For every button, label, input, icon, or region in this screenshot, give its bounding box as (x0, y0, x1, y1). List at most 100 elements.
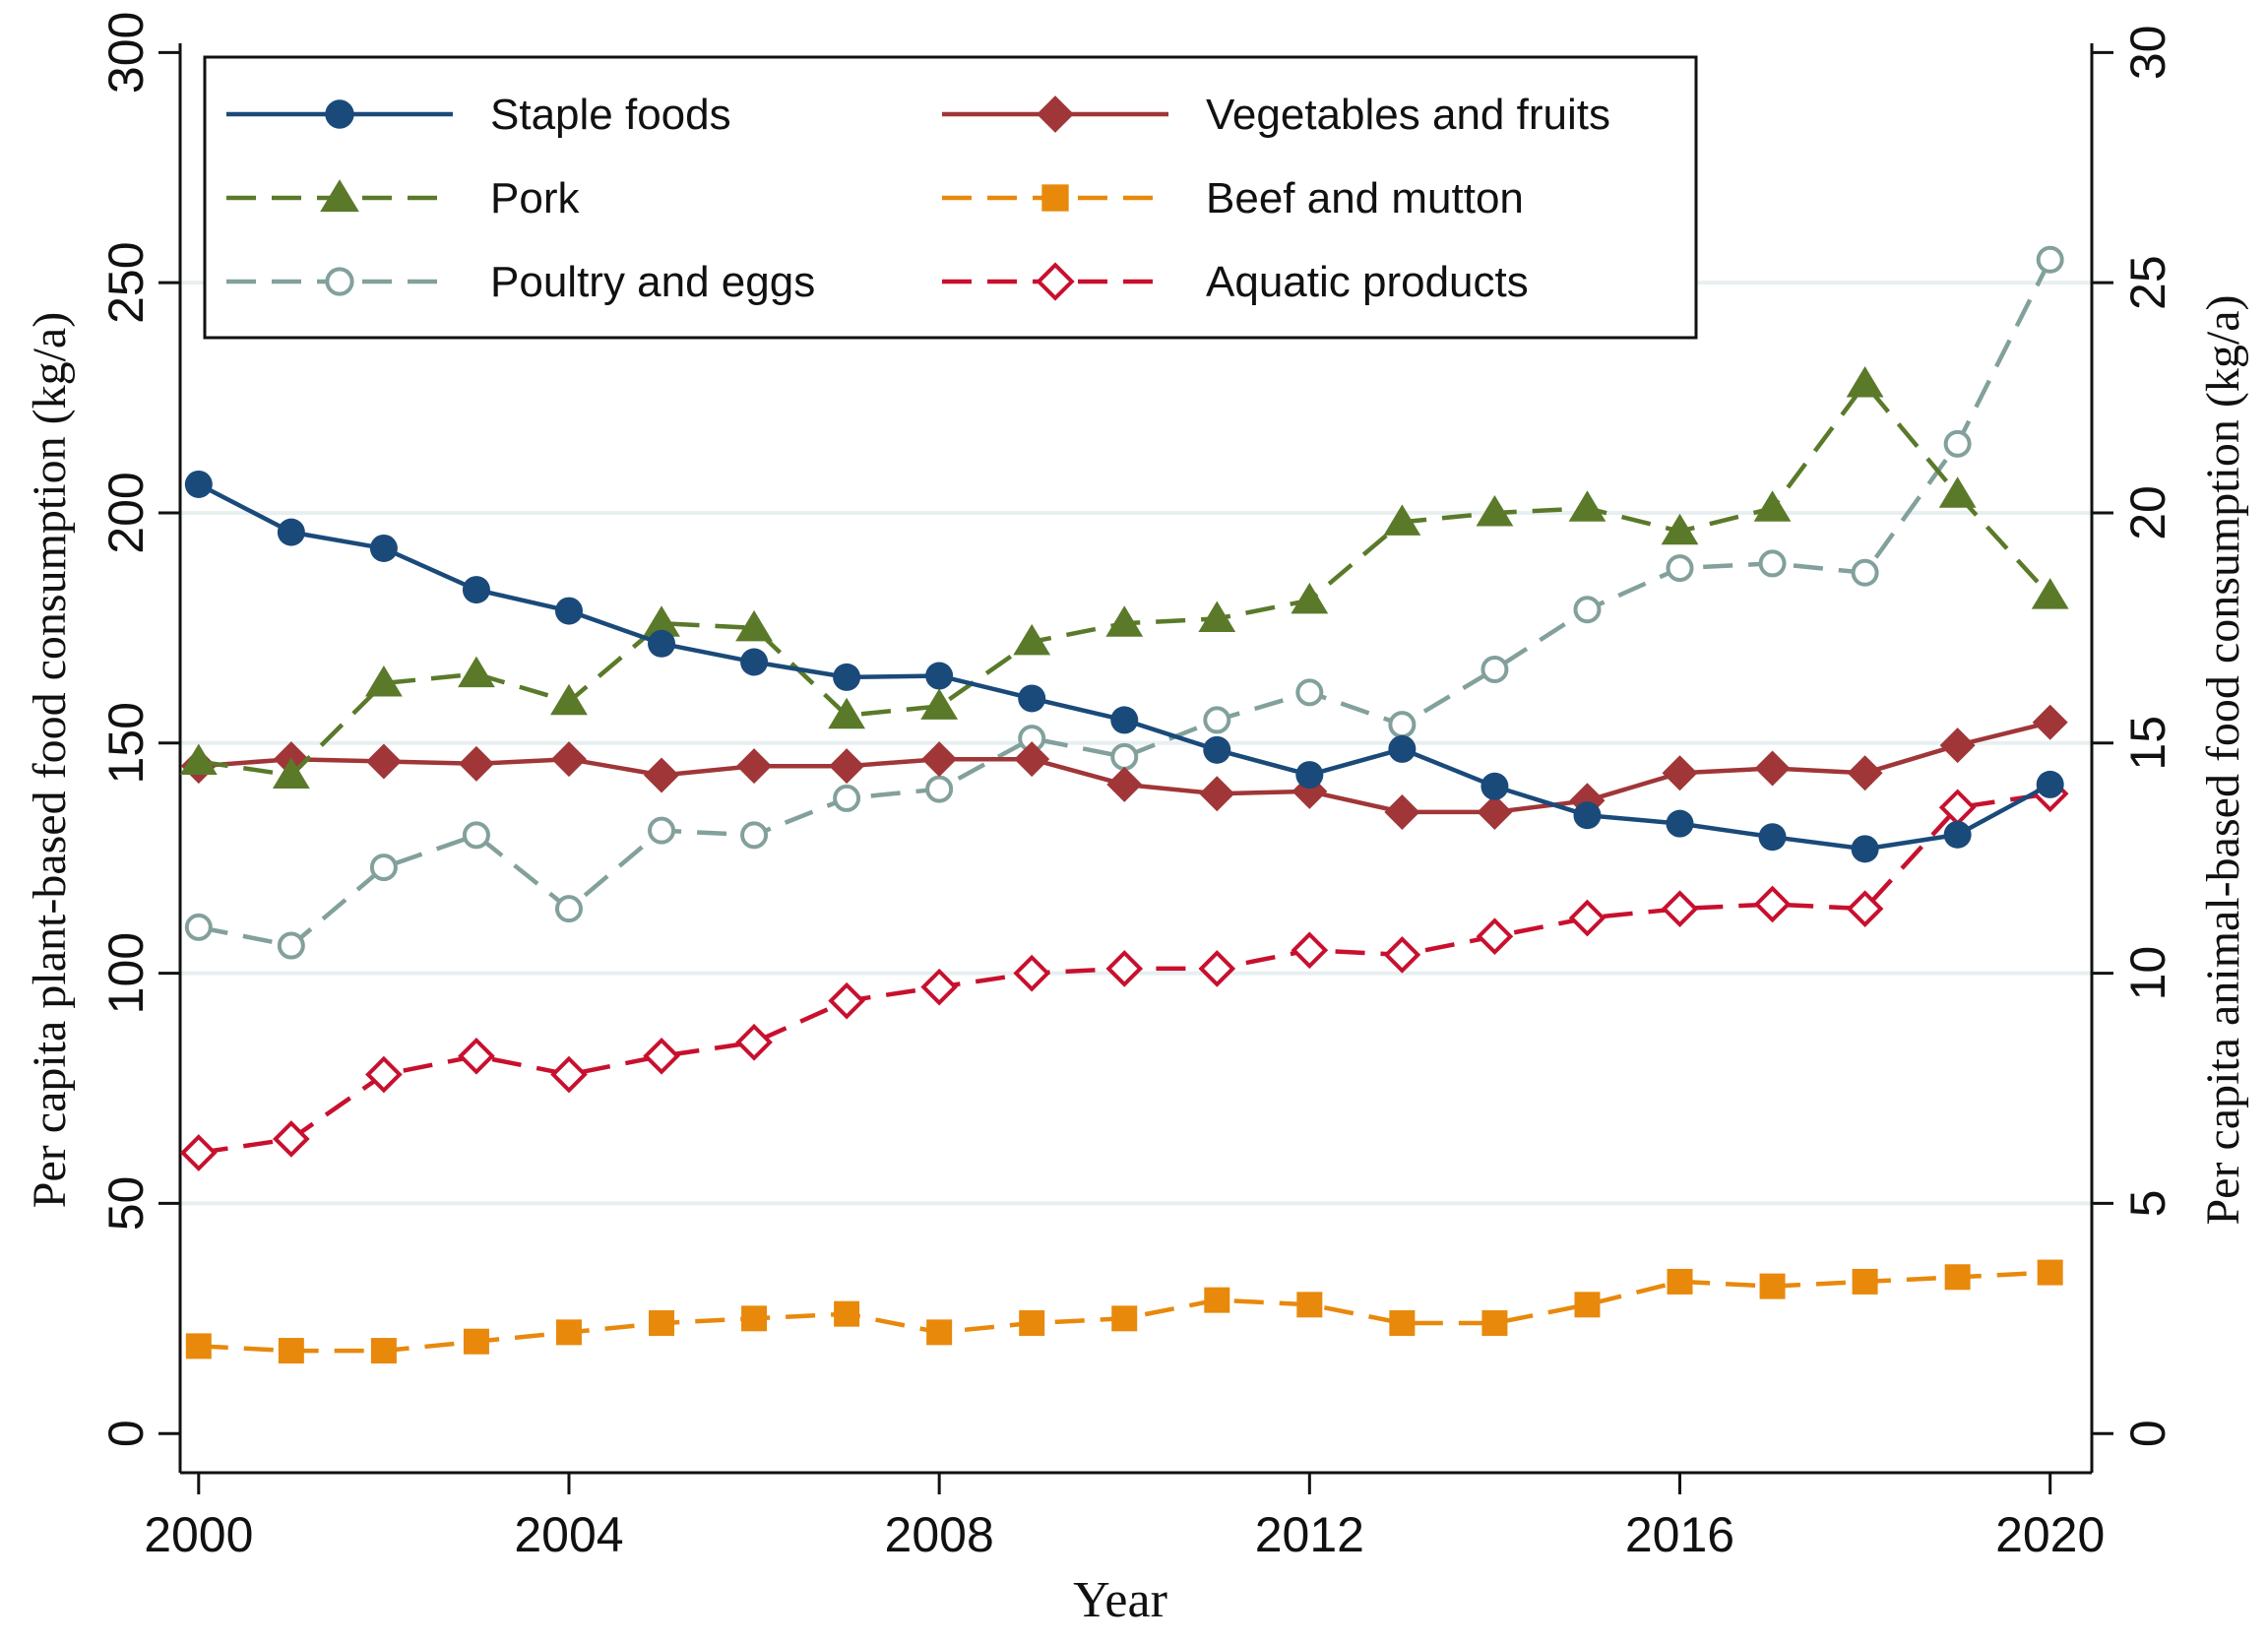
data-point (364, 665, 403, 697)
y-right-tick-label: 0 (2120, 1420, 2175, 1447)
data-point (1851, 558, 1879, 587)
data-point (277, 518, 305, 546)
data-point (463, 1328, 489, 1355)
legend-marker (1041, 184, 1069, 212)
y-right-tick-label: 5 (2120, 1190, 2175, 1218)
data-point (369, 854, 398, 882)
legend-label: Vegetables and fruits (1206, 91, 1610, 139)
data-point (1481, 1310, 1508, 1337)
data-point (277, 931, 305, 960)
legend-marker (325, 267, 354, 296)
data-point (1666, 809, 1694, 838)
data-point (643, 1037, 680, 1075)
data-point (462, 576, 490, 604)
data-point (1568, 490, 1606, 522)
data-point (1574, 1292, 1601, 1318)
data-point (1573, 801, 1602, 830)
data-point (550, 1055, 588, 1094)
legend-item: Beef and mutton (942, 174, 1524, 222)
y-left-tick-label: 50 (98, 1176, 154, 1232)
y-right-tick-label: 10 (2120, 946, 2175, 1001)
data-point (648, 629, 676, 658)
series-poultry-and-eggs (184, 245, 2064, 960)
series-beef-and-mutton (185, 1259, 2063, 1364)
y-axis-right-title: Per capita animal-based food consumption… (2197, 294, 2249, 1225)
y-right-tick-label: 20 (2120, 485, 2175, 540)
data-point (1573, 596, 1602, 624)
data-point (1753, 490, 1792, 522)
series-layer (179, 245, 2069, 1364)
data-point (740, 648, 769, 676)
series-aquatic-products (179, 775, 2069, 1171)
legend: Staple foods Vegetables and fruits Pork Bee… (203, 55, 1698, 340)
axes: 0 50 100 150 200 250 300 0 5 10 15 20 25 30 2000 2004 20… (98, 12, 2175, 1562)
data-point (1383, 936, 1421, 974)
legend-label: Beef and mutton (1206, 174, 1524, 222)
data-point (1758, 549, 1787, 578)
data-point (920, 688, 959, 720)
data-point (1759, 1273, 1786, 1299)
data-point (1568, 899, 1606, 937)
data-point (1203, 706, 1231, 734)
data-point (1480, 655, 1509, 683)
x-tick-label: 2020 (1995, 1507, 2105, 1562)
data-point (1943, 820, 1972, 849)
data-point (1667, 1268, 1693, 1295)
data-point (1661, 890, 1699, 927)
data-point (741, 1305, 768, 1332)
data-point (1291, 582, 1329, 614)
legend-marker (1037, 95, 1074, 133)
x-tick-label: 2008 (885, 1507, 994, 1562)
data-point (1110, 706, 1139, 734)
data-point (1111, 1305, 1138, 1332)
data-point (1198, 950, 1236, 987)
data-point (272, 757, 310, 790)
x-tick-label: 2012 (1255, 1507, 1364, 1562)
legend-item: Aquatic products (942, 258, 1529, 306)
data-point (1944, 1264, 1971, 1291)
data-point (1943, 429, 1972, 458)
data-point (1852, 1268, 1878, 1295)
y-left-tick-label: 0 (98, 1420, 154, 1447)
data-point (828, 697, 866, 729)
data-point (833, 784, 861, 812)
y-axis-left-title: Per capita plant-based food consumption … (24, 312, 76, 1208)
legend-marker (320, 179, 359, 213)
data-point (1106, 766, 1143, 802)
data-point (185, 1333, 212, 1359)
legend-marker (325, 99, 354, 129)
data-point (184, 913, 213, 941)
data-point (1389, 1310, 1416, 1337)
data-point (1662, 755, 1698, 791)
data-point (369, 534, 398, 562)
data-point (278, 1338, 304, 1364)
data-point (926, 1319, 953, 1346)
data-point (554, 895, 583, 923)
data-point (1198, 601, 1236, 633)
data-point (1019, 1310, 1045, 1337)
x-axis-title: Year (1073, 1572, 1167, 1628)
data-point (1846, 366, 1884, 398)
data-point (833, 663, 861, 691)
data-point (643, 605, 680, 637)
data-point (462, 821, 490, 850)
data-point (2036, 770, 2064, 798)
data-point (1476, 494, 1514, 527)
data-point (1938, 476, 1977, 508)
y-right-tick-label: 15 (2120, 716, 2175, 771)
data-point (1666, 554, 1694, 583)
legend-item: Vegetables and fruits (942, 91, 1610, 139)
data-point (184, 470, 213, 498)
x-tick-label: 2000 (144, 1507, 253, 1562)
data-point (1291, 931, 1329, 970)
data-point (1851, 835, 1879, 863)
x-tick-label: 2004 (514, 1507, 623, 1562)
data-point (1846, 890, 1884, 927)
series-staple-foods (184, 470, 2064, 863)
legend-item: Poultry and eggs (226, 258, 815, 306)
data-point (1939, 727, 1976, 764)
data-point (1199, 776, 1235, 812)
data-point (1203, 735, 1231, 764)
